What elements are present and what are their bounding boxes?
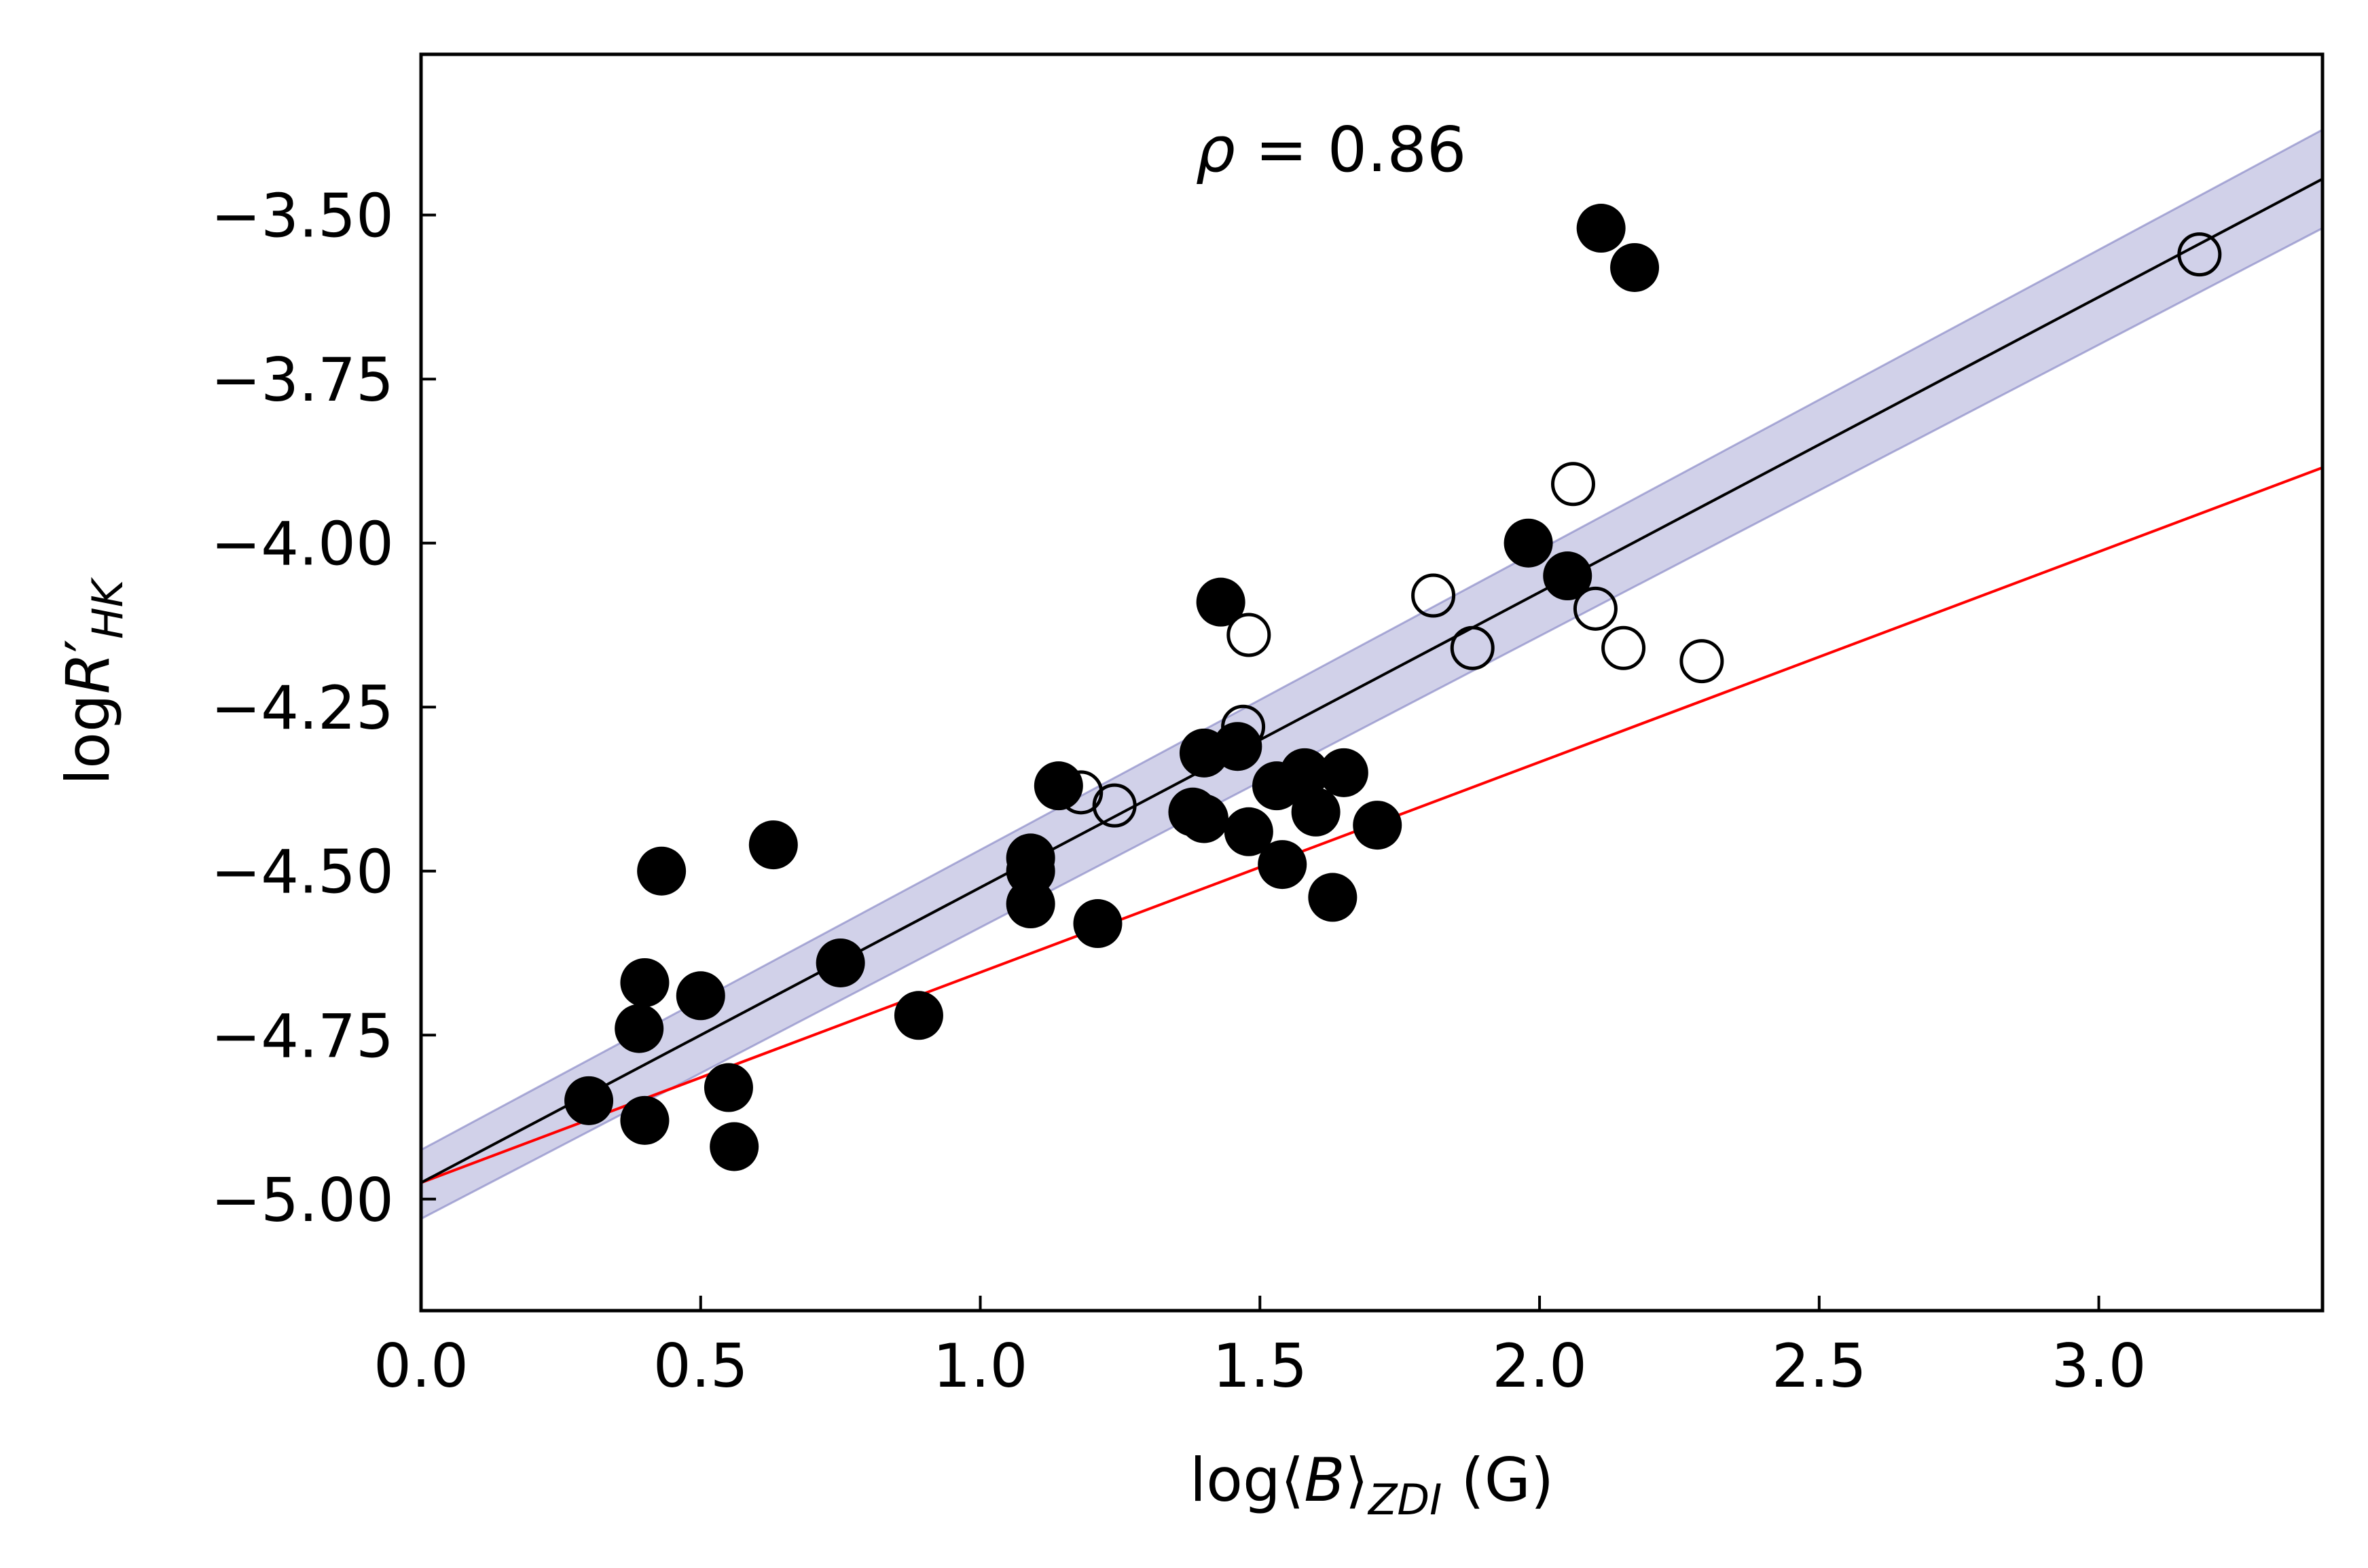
filled-data-point [564, 1076, 614, 1125]
filled-data-point [676, 971, 725, 1021]
open-data-point [1601, 625, 1646, 670]
x-tick-label: 3.0 [2052, 1331, 2147, 1401]
x-tick-label: 2.5 [1772, 1331, 1867, 1401]
open-data-point [1059, 770, 1104, 815]
open-data-point [1573, 586, 1618, 631]
filled-data-point [1610, 242, 1660, 292]
filled-data-point [1543, 551, 1592, 601]
filled-data-point [894, 991, 943, 1040]
filled-data-point [1308, 873, 1358, 922]
x-axis-ticks: 0.0 0.5 1.0 1.5 2.0 2.5 3.0 [374, 1296, 2147, 1401]
filled-data-point [710, 1122, 759, 1171]
filled-data-point [615, 1004, 664, 1053]
filled-data-point [1280, 748, 1330, 797]
open-data-point [1092, 783, 1137, 828]
open-data-point [1221, 704, 1266, 749]
y-tick-label: −4.50 [211, 837, 394, 907]
data-points [564, 204, 2222, 1171]
filled-data-point [637, 846, 687, 896]
filled-data-point [1353, 801, 1402, 850]
filled-data-point [816, 938, 865, 987]
filled-data-point [1576, 204, 1626, 253]
x-tick-label: 1.5 [1212, 1331, 1307, 1401]
x-axis-label: log⟨B⟩ZDI (G) [1190, 1445, 1554, 1525]
open-data-point [1550, 462, 1595, 507]
confidence-band [421, 128, 2323, 1220]
open-data-point [1226, 613, 1271, 657]
open-data-point [2177, 232, 2222, 277]
y-tick-label: −4.75 [211, 1001, 394, 1071]
y-tick-label: −4.25 [211, 673, 394, 743]
filled-data-point [1504, 518, 1553, 568]
filled-data-point [1034, 761, 1083, 811]
filled-data-point [748, 820, 798, 870]
filled-data-point [1291, 787, 1341, 837]
correlation-annotation: ρ = 0.86 [1196, 113, 1467, 186]
open-data-point [1411, 573, 1456, 618]
open-data-point [1450, 625, 1495, 670]
x-tick-label: 1.0 [933, 1331, 1028, 1401]
y-tick-label: −3.75 [211, 345, 394, 415]
plot-frame [419, 52, 2325, 1313]
y-tick-label: −4.00 [211, 509, 394, 579]
y-axis-ticks: −3.50 −3.75 −4.00 −4.25 −4.50 −4.75 −5.00 [211, 181, 436, 1235]
filled-data-point [1179, 794, 1228, 843]
filled-data-point [1319, 748, 1368, 797]
filled-data-point [1224, 807, 1273, 856]
x-tick-label: 0.5 [653, 1331, 748, 1401]
filled-data-point [1196, 577, 1245, 627]
filled-data-point [1006, 879, 1055, 929]
fit-line [421, 177, 2323, 1184]
filled-data-point [620, 1095, 670, 1145]
x-tick-label: 2.0 [1492, 1331, 1587, 1401]
y-tick-label: −3.50 [211, 181, 394, 251]
y-axis-label: logR′HK [53, 577, 132, 785]
filled-data-point [1073, 899, 1123, 949]
filled-data-point [620, 958, 670, 1007]
filled-data-point [704, 1063, 753, 1112]
x-tick-label: 0.0 [374, 1331, 469, 1401]
filled-data-point [1258, 840, 1307, 890]
open-data-point [1679, 639, 1724, 684]
y-tick-label: −5.00 [211, 1165, 394, 1235]
